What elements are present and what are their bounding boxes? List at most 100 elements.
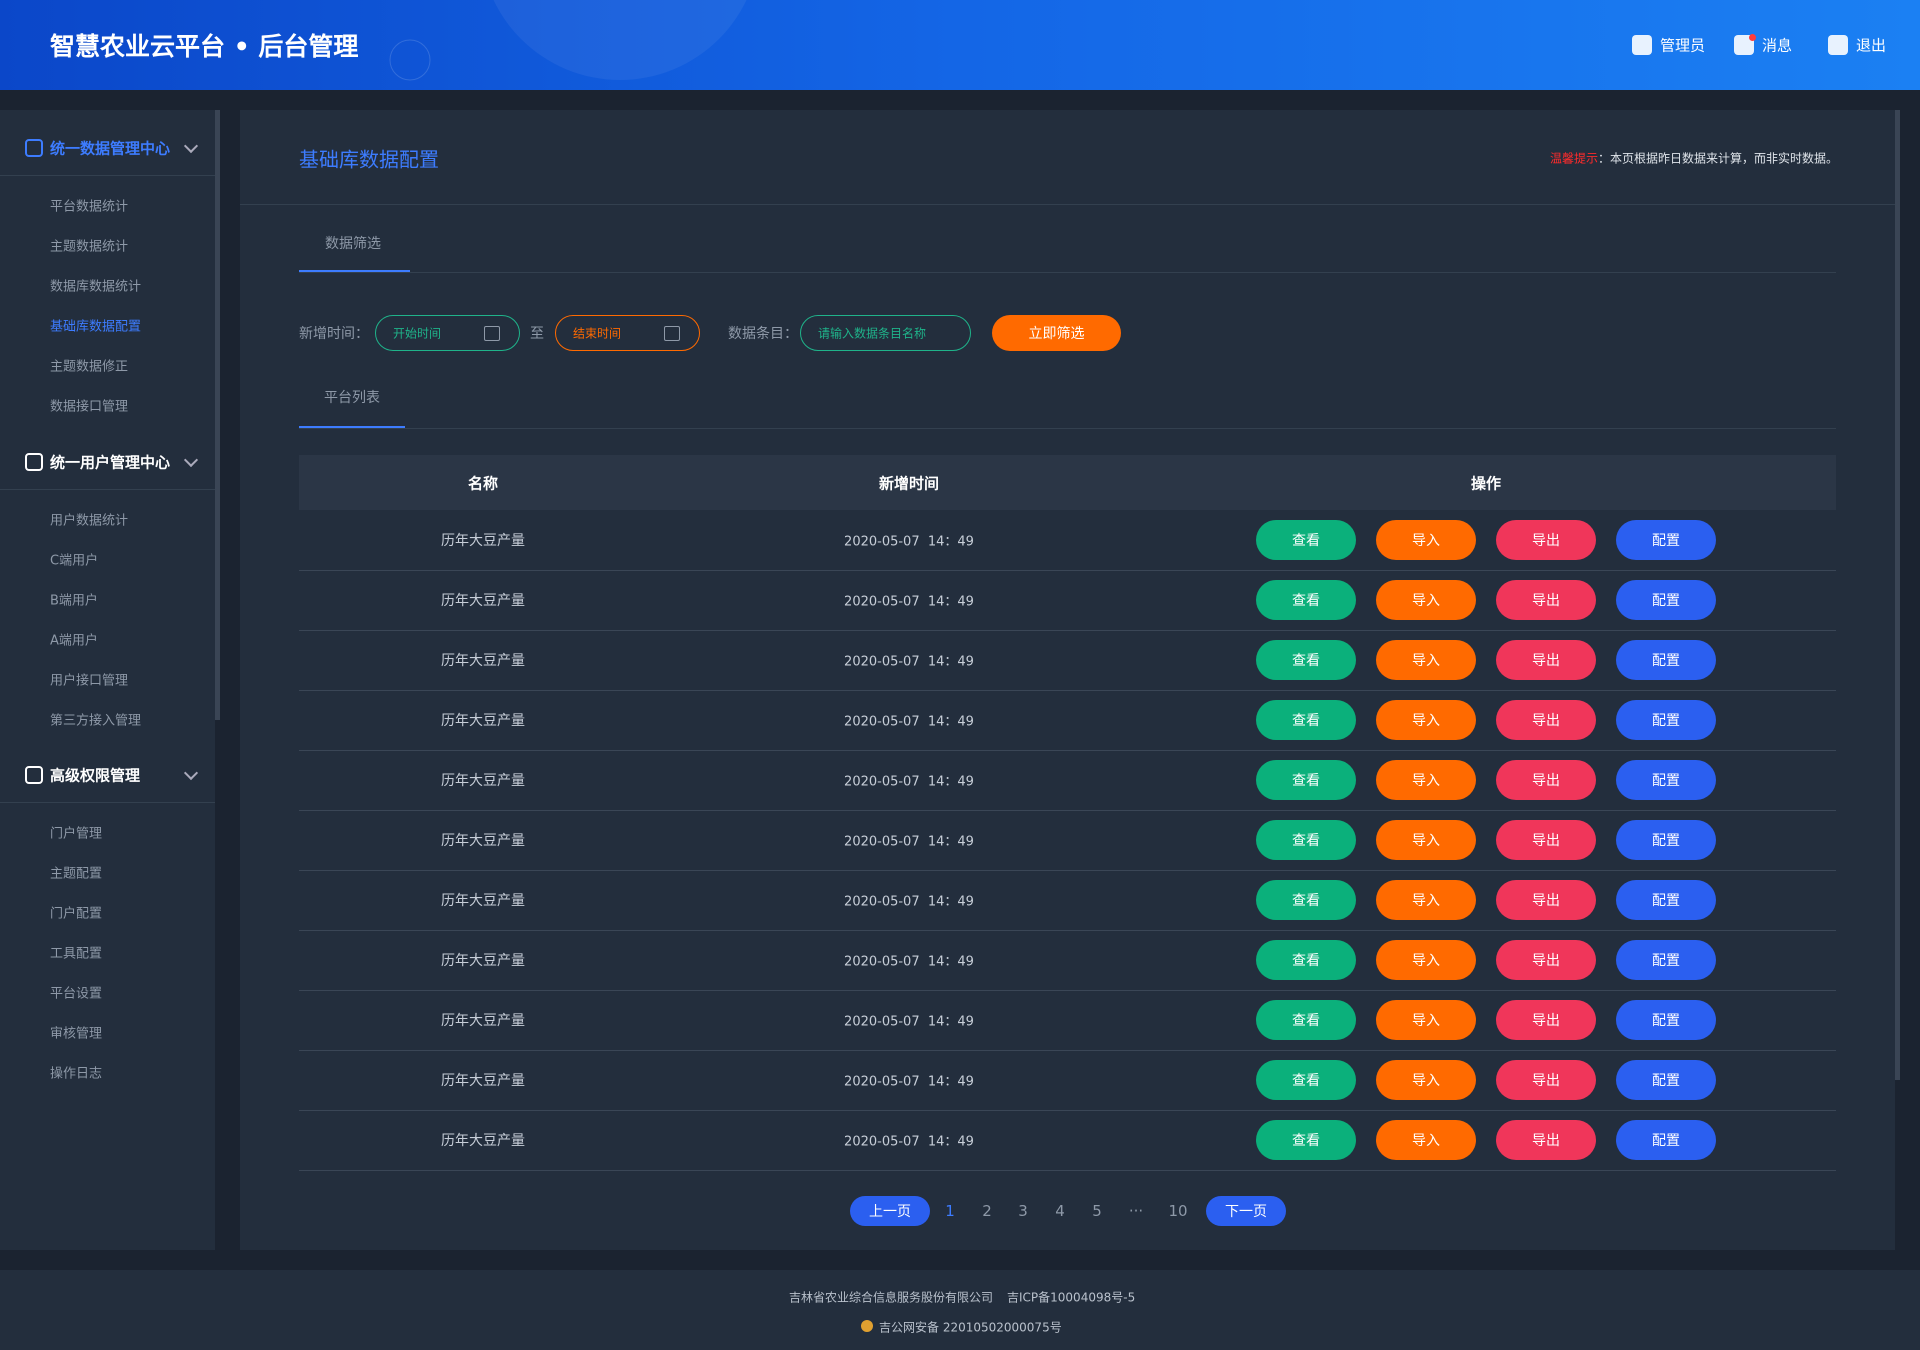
page-link[interactable]: 10 — [1168, 1202, 1188, 1220]
page-link[interactable]: 1 — [945, 1202, 955, 1220]
menu-link[interactable]: 主题数据统计 — [50, 239, 129, 255]
action-button[interactable]: 导入 — [1376, 760, 1476, 800]
menu-link[interactable]: 数据接口管理 — [50, 399, 129, 415]
page-link[interactable]: 5 — [1092, 1202, 1102, 1220]
action-button[interactable]: 配置 — [1616, 1120, 1716, 1160]
next-button[interactable]: 下一页 — [1206, 1196, 1286, 1226]
input[interactable] — [800, 315, 971, 351]
group-divider — [0, 489, 215, 490]
action-button[interactable]: 导出 — [1496, 580, 1596, 620]
filter-button[interactable]: 立即筛选 — [992, 315, 1121, 351]
input[interactable] — [375, 315, 520, 351]
action-button[interactable]: 导入 — [1376, 700, 1476, 740]
cell: 历年大豆产量 — [441, 893, 525, 909]
action-button[interactable]: 查看 — [1256, 640, 1356, 680]
menu-link[interactable]: C端用户 — [50, 553, 99, 569]
action-button[interactable]: 导出 — [1496, 640, 1596, 680]
tab-underline — [299, 426, 405, 429]
action-button[interactable]: 配置 — [1616, 700, 1716, 740]
menu-link[interactable]: 用户数据统计 — [50, 513, 129, 529]
page-link[interactable]: 4 — [1055, 1202, 1065, 1220]
menu-link[interactable]: B端用户 — [50, 593, 98, 609]
page-link[interactable]: 3 — [1018, 1202, 1028, 1220]
action-button[interactable]: 导出 — [1496, 820, 1596, 860]
menu-item[interactable]: 消息 — [1762, 36, 1793, 55]
action-button[interactable]: 查看 — [1256, 760, 1356, 800]
action-button[interactable]: 导出 — [1496, 520, 1596, 560]
action-button[interactable]: 导出 — [1496, 1000, 1596, 1040]
menu-link[interactable]: 门户配置 — [50, 906, 103, 922]
action-button[interactable]: 配置 — [1616, 1060, 1716, 1100]
action-button[interactable]: 导入 — [1376, 1060, 1476, 1100]
action-button[interactable]: 导入 — [1376, 640, 1476, 680]
action-button[interactable]: 导入 — [1376, 820, 1476, 860]
menu-icon[interactable] — [1734, 35, 1754, 55]
action-button[interactable]: 导入 — [1376, 880, 1476, 920]
action-button[interactable]: 导出 — [1496, 700, 1596, 740]
action-button[interactable]: 查看 — [1256, 520, 1356, 560]
menu-link[interactable]: 主题数据修正 — [50, 359, 129, 375]
action-button[interactable]: 查看 — [1256, 1000, 1356, 1040]
menu-icon[interactable] — [1828, 35, 1848, 55]
action-button[interactable]: 查看 — [1256, 1060, 1356, 1100]
tab-underline — [299, 270, 410, 273]
page-link[interactable]: ··· — [1128, 1202, 1144, 1220]
menu-icon[interactable] — [1632, 35, 1652, 55]
action-button[interactable]: 查看 — [1256, 580, 1356, 620]
page-link[interactable]: 2 — [982, 1202, 992, 1220]
action-button[interactable]: 配置 — [1616, 640, 1716, 680]
action-button[interactable]: 导出 — [1496, 760, 1596, 800]
action-button[interactable]: 导入 — [1376, 940, 1476, 980]
action-button[interactable]: 查看 — [1256, 700, 1356, 740]
tab-line — [299, 428, 1836, 429]
cell: 历年大豆产量 — [441, 1013, 525, 1029]
column-header: 新增时间 — [878, 474, 940, 493]
menu-link[interactable]: 操作日志 — [50, 1066, 103, 1082]
action-button[interactable]: 导出 — [1496, 940, 1596, 980]
action-button[interactable]: 配置 — [1616, 1000, 1716, 1040]
group-title[interactable]: 高级权限管理 — [50, 766, 141, 785]
header — [0, 0, 1920, 90]
menu-item[interactable]: 退出 — [1856, 36, 1887, 55]
action-button[interactable]: 查看 — [1256, 880, 1356, 920]
menu-link[interactable]: 用户接口管理 — [50, 673, 129, 689]
row-line — [299, 1110, 1836, 1111]
action-button[interactable]: 查看 — [1256, 1120, 1356, 1160]
menu-link[interactable]: 门户管理 — [50, 826, 103, 842]
action-button[interactable]: 导出 — [1496, 1120, 1596, 1160]
police-icon — [861, 1320, 873, 1332]
menu-link[interactable]: 平台设置 — [50, 986, 103, 1002]
action-button[interactable]: 查看 — [1256, 940, 1356, 980]
input[interactable] — [555, 315, 700, 351]
tab[interactable]: 数据筛选 — [325, 236, 381, 252]
menu-item[interactable]: 管理员 — [1660, 36, 1706, 55]
menu-link[interactable]: 第三方接入管理 — [50, 713, 142, 729]
tab[interactable]: 平台列表 — [324, 390, 380, 406]
group-title[interactable]: 统一用户管理中心 — [50, 453, 171, 472]
column-header: 操作 — [1470, 474, 1502, 493]
menu-link[interactable]: 基础库数据配置 — [50, 319, 142, 335]
action-button[interactable]: 配置 — [1616, 880, 1716, 920]
action-button[interactable]: 导入 — [1376, 580, 1476, 620]
action-button[interactable]: 配置 — [1616, 820, 1716, 860]
action-button[interactable]: 配置 — [1616, 940, 1716, 980]
menu-link[interactable]: 审核管理 — [50, 1026, 103, 1042]
action-button[interactable]: 导出 — [1496, 1060, 1596, 1100]
notice-text: ：本页根据昨日数据来计算，而非实时数据。 — [1597, 151, 1838, 166]
action-button[interactable]: 配置 — [1616, 520, 1716, 560]
prev-button[interactable]: 上一页 — [850, 1196, 930, 1226]
menu-link[interactable]: 平台数据统计 — [50, 199, 129, 215]
action-button[interactable]: 配置 — [1616, 760, 1716, 800]
menu-link[interactable]: A端用户 — [50, 633, 98, 649]
action-button[interactable]: 查看 — [1256, 820, 1356, 860]
action-button[interactable]: 导入 — [1376, 1120, 1476, 1160]
group-title[interactable]: 统一数据管理中心 — [50, 139, 171, 158]
action-button[interactable]: 导入 — [1376, 520, 1476, 560]
row-line — [299, 630, 1836, 631]
menu-link[interactable]: 数据库数据统计 — [50, 279, 142, 295]
menu-link[interactable]: 工具配置 — [50, 946, 103, 962]
action-button[interactable]: 导出 — [1496, 880, 1596, 920]
action-button[interactable]: 配置 — [1616, 580, 1716, 620]
action-button[interactable]: 导入 — [1376, 1000, 1476, 1040]
menu-link[interactable]: 主题配置 — [50, 866, 103, 882]
